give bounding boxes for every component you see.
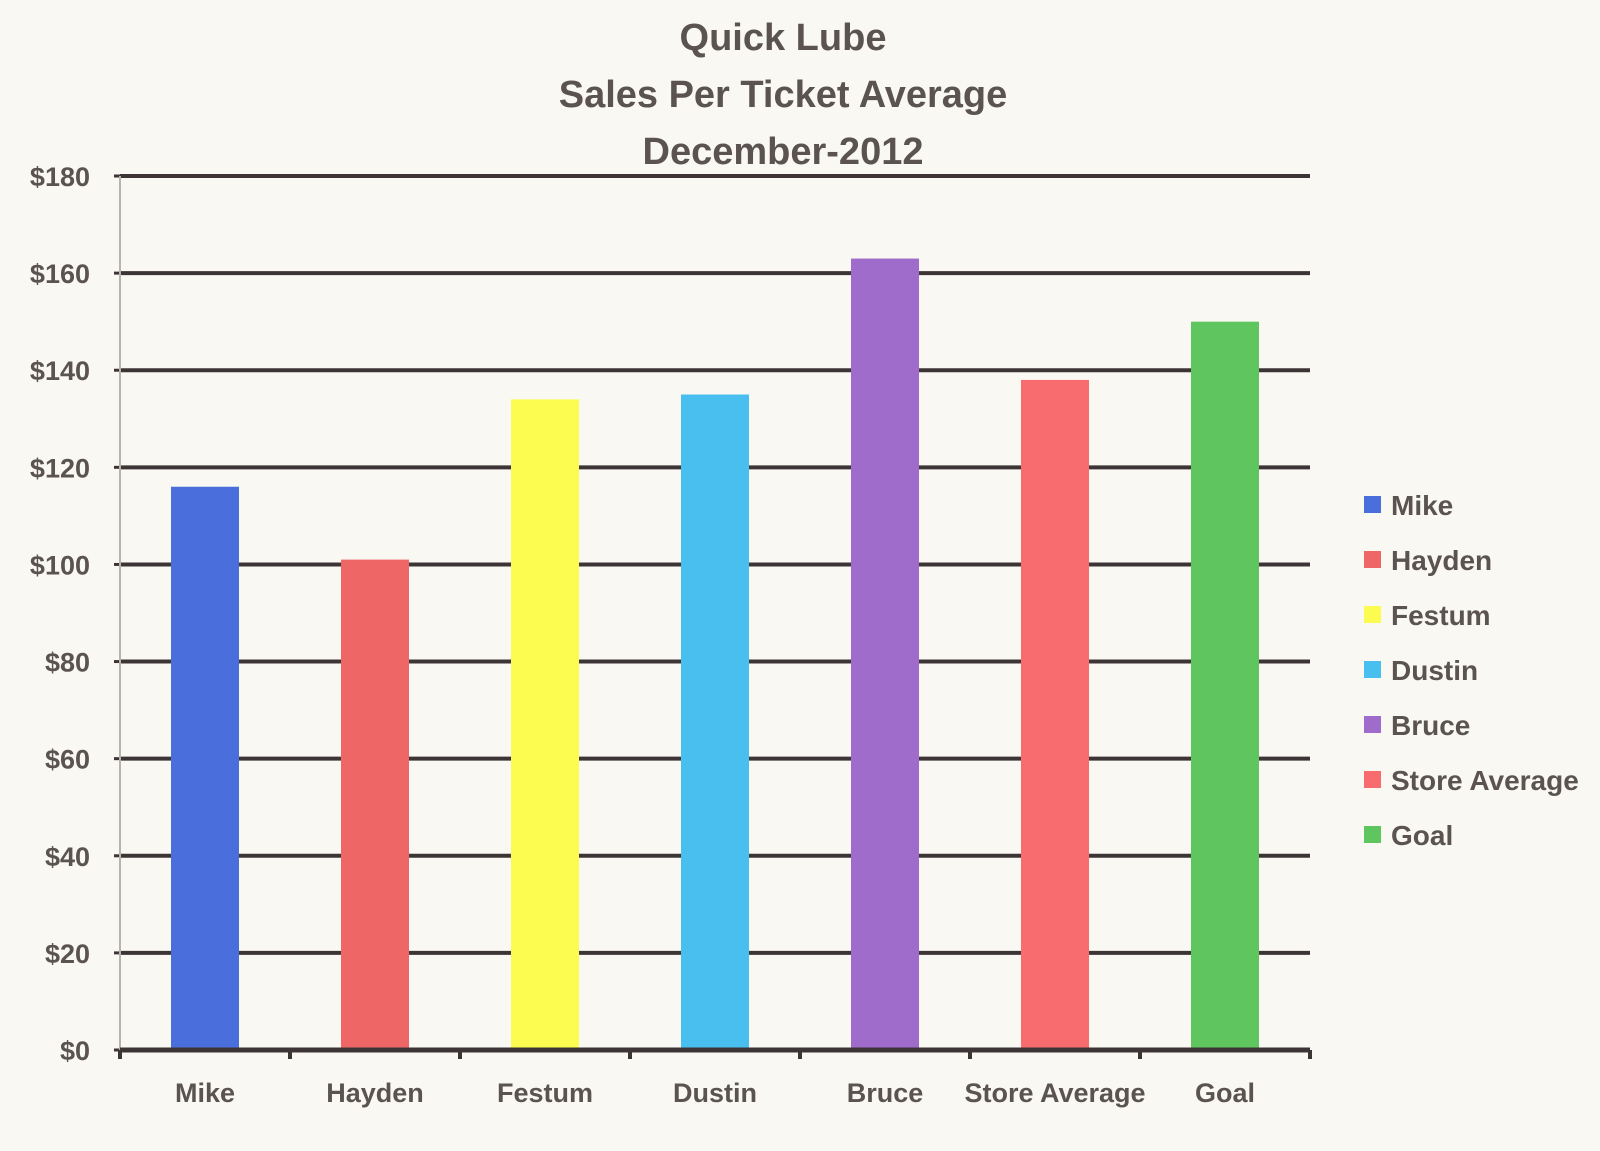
legend-label: Hayden (1391, 545, 1492, 576)
y-tick-label: $40 (45, 842, 90, 872)
bar-hayden (341, 559, 409, 1050)
y-tick-label: $0 (60, 1036, 90, 1066)
legend-swatch (1364, 661, 1381, 678)
bar-goal (1191, 321, 1259, 1051)
legend-label: Goal (1391, 820, 1453, 851)
legend-label: Mike (1391, 490, 1453, 521)
y-tick-label: $160 (30, 259, 90, 289)
x-axis-labels: Mike Hayden Festum Dustin Bruce Store Average… (175, 1078, 1255, 1108)
bar-dustin (681, 394, 749, 1050)
legend-swatch (1364, 716, 1381, 733)
bar-festum (511, 399, 579, 1050)
bar-store-average (1021, 379, 1089, 1050)
y-tick-label: $100 (30, 550, 90, 580)
legend-swatch (1364, 551, 1381, 568)
x-category-label: Festum (497, 1078, 593, 1108)
legend-swatch (1364, 771, 1381, 788)
chart-title-line: Sales Per Ticket Average (559, 74, 1008, 116)
x-category-label: Store Average (964, 1078, 1145, 1108)
x-category-label: Mike (175, 1078, 235, 1108)
x-category-label: Dustin (673, 1078, 757, 1108)
y-axis-ticks: $0 $20 $40 $60 $80 $100 $120 $140 $160 $180 (30, 162, 90, 1066)
legend-label: Bruce (1391, 710, 1470, 741)
bars (171, 258, 1259, 1051)
axes (118, 176, 1312, 1059)
chart-title-line: December-2012 (643, 131, 924, 173)
legend-swatch (1364, 826, 1381, 843)
bar-mike (171, 486, 239, 1050)
y-tick-label: $60 (45, 745, 90, 775)
legend: Mike Hayden Festum Dustin Bruce Store Average… (1364, 490, 1579, 851)
legend-label: Dustin (1391, 655, 1478, 686)
legend-label: Festum (1391, 600, 1491, 631)
bar-bruce (851, 258, 919, 1050)
y-tick-label: $140 (30, 356, 90, 386)
y-tick-label: $80 (45, 648, 90, 678)
legend-swatch (1364, 496, 1381, 513)
chart-title-line: Quick Lube (680, 17, 887, 59)
y-tick-label: $180 (30, 162, 90, 192)
legend-swatch (1364, 606, 1381, 623)
x-category-label: Bruce (847, 1078, 924, 1108)
y-tick-label: $20 (45, 939, 90, 969)
legend-label: Store Average (1391, 765, 1579, 796)
x-category-label: Hayden (326, 1078, 424, 1108)
y-tick-label: $120 (30, 453, 90, 483)
chart-title: Quick Lube Sales Per Ticket Average Decemb… (559, 17, 1008, 173)
x-category-label: Goal (1195, 1078, 1255, 1108)
